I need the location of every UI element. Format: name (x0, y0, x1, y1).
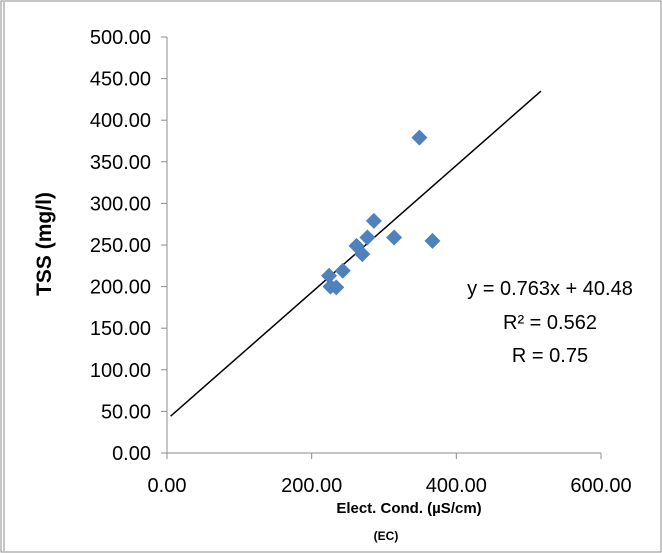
x-tick-labels: 0.00 200.00 400.00 600.00 (148, 475, 632, 497)
data-point-marker (411, 129, 428, 146)
data-points (321, 129, 441, 296)
x-tick-label: 0.00 (148, 475, 187, 497)
y-tick-label: 200.00 (90, 277, 151, 299)
y-tick-label: 150.00 (90, 318, 151, 340)
y-tick-label: 100.00 (90, 360, 151, 382)
data-point-marker (386, 229, 403, 246)
y-tick-label: 0.00 (112, 443, 151, 465)
data-point-marker (328, 279, 345, 296)
data-point-marker (365, 212, 382, 229)
data-point-marker (359, 229, 376, 246)
data-point-marker (321, 267, 338, 284)
data-point-marker (424, 232, 441, 249)
r-squared-annotation: R² = 0.562 (503, 312, 597, 334)
equation-annotation: y = 0.763x + 40.48 (467, 278, 633, 300)
x-tick-label: 400.00 (426, 475, 487, 497)
data-point-marker (354, 246, 371, 263)
y-tick-label: 500.00 (90, 27, 151, 49)
y-tick-label: 50.00 (101, 401, 151, 423)
axes (161, 36, 602, 459)
y-tick-label: 250.00 (90, 235, 151, 257)
r-annotation: R = 0.75 (512, 345, 588, 367)
x-tick-label: 600.00 (570, 475, 631, 497)
y-tick-label: 400.00 (90, 110, 151, 132)
y-tick-label: 350.00 (90, 152, 151, 174)
data-point-marker (334, 262, 351, 279)
y-tick-labels: 0.00 50.00 100.00 150.00 200.00 250.00 300.00 3… (90, 27, 151, 465)
x-axis-label-sub: (EC) (374, 529, 399, 543)
y-tick-label: 450.00 (90, 69, 151, 91)
y-tick-label: 300.00 (90, 193, 151, 215)
y-axis-label: TSS (mg/l) (33, 192, 56, 296)
x-axis-label: Elect. Cond. (µS/cm) (336, 500, 481, 517)
x-tick-label: 200.00 (281, 475, 342, 497)
